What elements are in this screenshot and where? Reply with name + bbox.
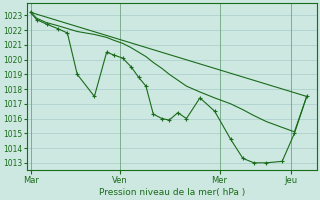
X-axis label: Pression niveau de la mer( hPa ): Pression niveau de la mer( hPa ): [99, 188, 245, 197]
